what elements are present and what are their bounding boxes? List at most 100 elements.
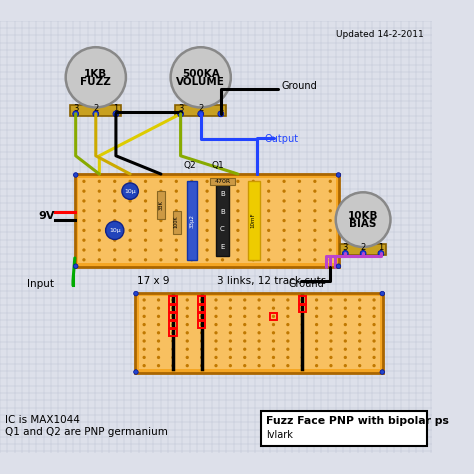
Circle shape — [229, 331, 232, 335]
Circle shape — [221, 248, 224, 252]
Circle shape — [93, 111, 99, 117]
Circle shape — [174, 258, 178, 262]
Bar — [198, 296, 205, 304]
Circle shape — [205, 219, 209, 222]
Circle shape — [298, 258, 301, 262]
Text: Updated 14-2-2011: Updated 14-2-2011 — [336, 30, 423, 39]
Circle shape — [143, 331, 146, 335]
Circle shape — [286, 339, 290, 343]
Circle shape — [128, 229, 132, 232]
Circle shape — [272, 323, 275, 326]
Bar — [216, 185, 229, 256]
Circle shape — [144, 229, 147, 232]
Bar — [187, 182, 197, 260]
Text: B: B — [220, 209, 225, 215]
Circle shape — [252, 180, 255, 183]
Circle shape — [243, 323, 246, 326]
Circle shape — [205, 200, 209, 202]
Circle shape — [214, 307, 218, 310]
Circle shape — [315, 323, 318, 326]
Circle shape — [373, 307, 376, 310]
Circle shape — [229, 339, 232, 343]
Circle shape — [190, 200, 193, 202]
Circle shape — [252, 209, 255, 212]
Circle shape — [186, 298, 189, 301]
Circle shape — [252, 200, 255, 202]
Circle shape — [286, 364, 290, 367]
Circle shape — [144, 209, 147, 212]
Circle shape — [143, 339, 146, 343]
Circle shape — [257, 298, 261, 301]
Circle shape — [342, 250, 348, 256]
Circle shape — [174, 209, 178, 212]
Circle shape — [73, 173, 78, 177]
Bar — [169, 313, 176, 320]
Circle shape — [313, 258, 317, 262]
Circle shape — [283, 200, 286, 202]
Circle shape — [82, 190, 86, 193]
Circle shape — [315, 339, 318, 343]
Text: 1: 1 — [218, 104, 223, 113]
Text: 33K: 33K — [158, 200, 164, 210]
Bar — [139, 296, 380, 369]
Circle shape — [358, 347, 361, 351]
Circle shape — [200, 339, 203, 343]
Circle shape — [243, 307, 246, 310]
Circle shape — [113, 238, 117, 242]
Circle shape — [267, 248, 270, 252]
Circle shape — [157, 307, 160, 310]
Text: 1: 1 — [113, 104, 118, 113]
Circle shape — [336, 173, 341, 177]
Text: Output: Output — [264, 135, 299, 145]
Text: 3 links, 12 track cuts: 3 links, 12 track cuts — [217, 275, 327, 285]
Circle shape — [236, 229, 239, 232]
Circle shape — [98, 180, 101, 183]
Circle shape — [313, 238, 317, 242]
Circle shape — [200, 356, 203, 359]
Circle shape — [205, 248, 209, 252]
Circle shape — [221, 238, 224, 242]
Circle shape — [113, 190, 117, 193]
Circle shape — [113, 248, 117, 252]
Circle shape — [257, 364, 261, 367]
Circle shape — [283, 180, 286, 183]
Circle shape — [301, 307, 304, 310]
Text: FUZZ: FUZZ — [81, 77, 111, 87]
Bar — [261, 411, 427, 446]
Text: 100K: 100K — [174, 215, 179, 228]
Circle shape — [190, 209, 193, 212]
Circle shape — [198, 111, 204, 117]
Text: 33µ2: 33µ2 — [189, 214, 194, 228]
Circle shape — [205, 190, 209, 193]
Circle shape — [329, 298, 333, 301]
Circle shape — [329, 339, 333, 343]
Circle shape — [315, 356, 318, 359]
Circle shape — [373, 315, 376, 318]
Circle shape — [378, 250, 384, 256]
Circle shape — [159, 248, 163, 252]
Circle shape — [214, 364, 218, 367]
Circle shape — [98, 219, 101, 222]
Circle shape — [128, 238, 132, 242]
Circle shape — [174, 238, 178, 242]
Circle shape — [373, 323, 376, 326]
Circle shape — [243, 315, 246, 318]
Circle shape — [159, 258, 163, 262]
Circle shape — [113, 209, 117, 212]
Circle shape — [205, 209, 209, 212]
Circle shape — [272, 347, 275, 351]
Circle shape — [171, 339, 174, 343]
Bar — [198, 321, 205, 328]
Circle shape — [301, 315, 304, 318]
Circle shape — [358, 364, 361, 367]
Circle shape — [200, 364, 203, 367]
Circle shape — [190, 219, 193, 222]
Circle shape — [128, 180, 132, 183]
Circle shape — [190, 238, 193, 242]
Circle shape — [257, 307, 261, 310]
Circle shape — [98, 190, 101, 193]
Circle shape — [298, 209, 301, 212]
Bar — [340, 244, 386, 255]
Circle shape — [252, 229, 255, 232]
Circle shape — [328, 209, 332, 212]
